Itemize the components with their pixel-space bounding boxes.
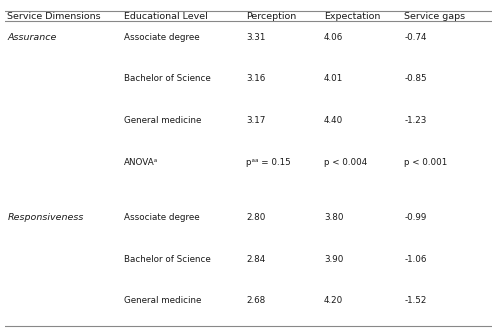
Text: Associate degree: Associate degree bbox=[124, 213, 200, 222]
Text: Bachelor of Science: Bachelor of Science bbox=[124, 75, 211, 84]
Text: ANOVAᵃ: ANOVAᵃ bbox=[124, 158, 159, 167]
Text: Expectation: Expectation bbox=[324, 12, 380, 21]
Text: -1.23: -1.23 bbox=[405, 116, 427, 125]
Text: 2.68: 2.68 bbox=[246, 296, 265, 305]
Text: 3.80: 3.80 bbox=[324, 213, 343, 222]
Text: -0.74: -0.74 bbox=[405, 33, 427, 42]
Text: Responsiveness: Responsiveness bbox=[7, 213, 84, 222]
Text: 3.31: 3.31 bbox=[246, 33, 265, 42]
Text: Perception: Perception bbox=[246, 12, 296, 21]
Text: General medicine: General medicine bbox=[124, 296, 202, 305]
Text: General medicine: General medicine bbox=[124, 116, 202, 125]
Text: 4.01: 4.01 bbox=[324, 75, 343, 84]
Text: 3.17: 3.17 bbox=[246, 116, 265, 125]
Text: Service gaps: Service gaps bbox=[405, 12, 466, 21]
Text: -0.85: -0.85 bbox=[405, 75, 427, 84]
Text: -1.06: -1.06 bbox=[405, 255, 427, 264]
Text: -1.52: -1.52 bbox=[405, 296, 427, 305]
Text: -0.99: -0.99 bbox=[405, 213, 427, 222]
Text: 4.40: 4.40 bbox=[324, 116, 343, 125]
Text: p < 0.004: p < 0.004 bbox=[324, 158, 367, 167]
Text: 4.06: 4.06 bbox=[324, 33, 343, 42]
Text: Associate degree: Associate degree bbox=[124, 33, 200, 42]
Text: Educational Level: Educational Level bbox=[124, 12, 208, 21]
Text: 3.90: 3.90 bbox=[324, 255, 343, 264]
Text: Service Dimensions: Service Dimensions bbox=[7, 12, 101, 21]
Text: 4.20: 4.20 bbox=[324, 296, 343, 305]
Text: Assurance: Assurance bbox=[7, 33, 57, 42]
Text: pᵃᵃ = 0.15: pᵃᵃ = 0.15 bbox=[246, 158, 291, 167]
Text: 2.80: 2.80 bbox=[246, 213, 265, 222]
Text: Bachelor of Science: Bachelor of Science bbox=[124, 255, 211, 264]
Text: p < 0.001: p < 0.001 bbox=[405, 158, 448, 167]
Text: 3.16: 3.16 bbox=[246, 75, 265, 84]
Text: 2.84: 2.84 bbox=[246, 255, 265, 264]
